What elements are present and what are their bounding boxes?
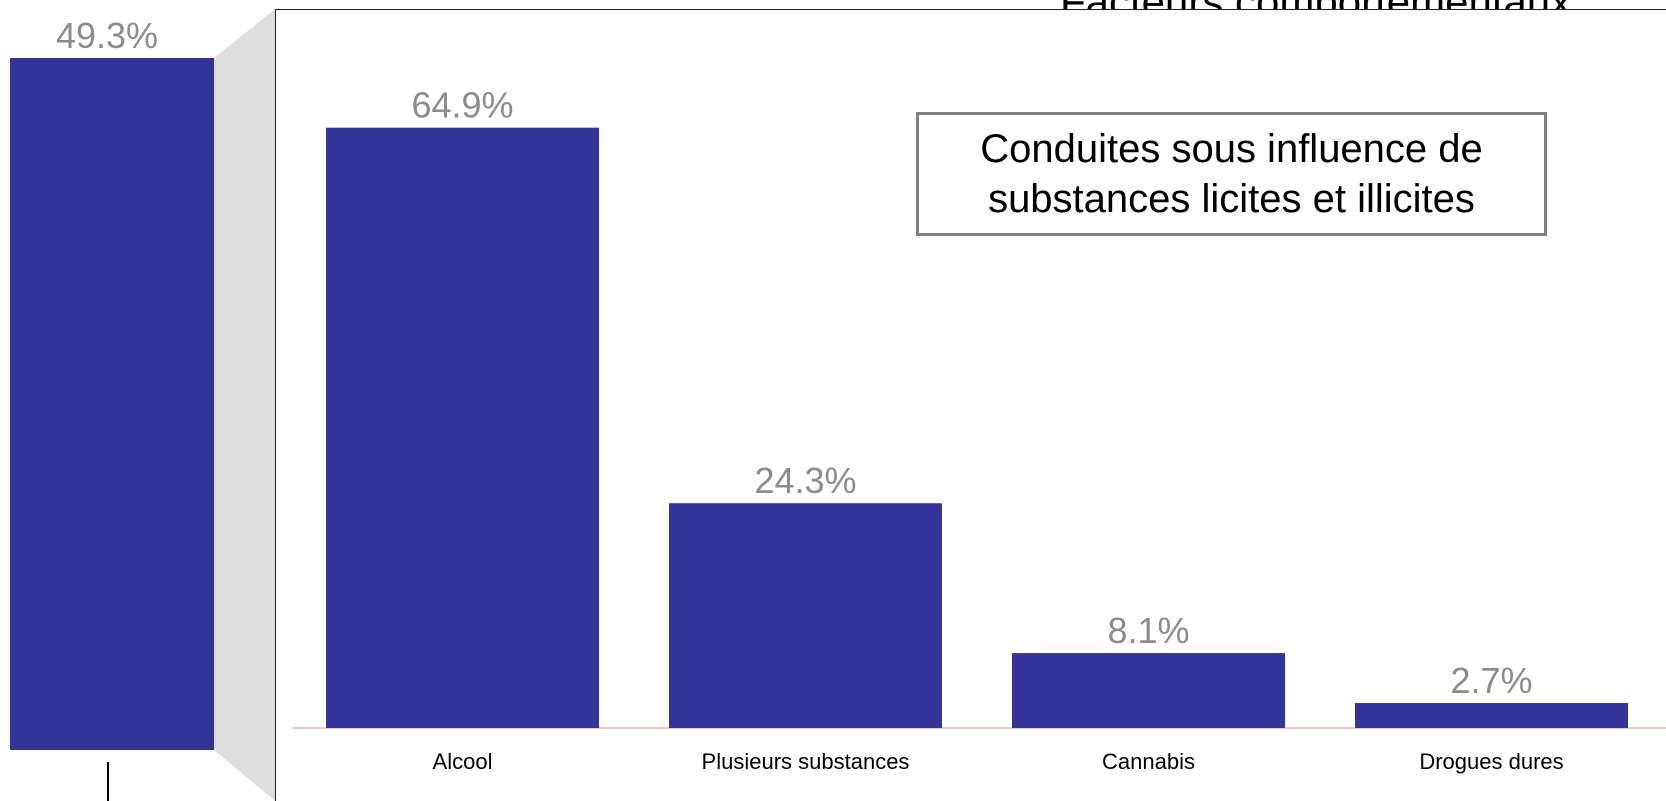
annotation-line-2: substances licites et illicites	[988, 177, 1475, 221]
category-label: Drogues dures	[1419, 749, 1563, 774]
category-label: Cannabis	[1102, 749, 1195, 774]
bar-drogues-dures	[1355, 703, 1628, 728]
category-label: Alcool	[433, 749, 493, 774]
annotation-box: Conduites sous influence de substances l…	[916, 112, 1547, 236]
bar-value-label: 24.3%	[754, 460, 856, 501]
bar-value-label: 64.9%	[411, 85, 513, 126]
annotation-line-1: Conduites sous influence de	[980, 127, 1483, 171]
bar-value-label: 2.7%	[1450, 660, 1532, 701]
zoom-connector	[214, 9, 275, 801]
bar-cannabis	[1012, 653, 1285, 728]
category-label: Plusieurs substances	[702, 749, 910, 774]
bar-plusieurs-substances	[669, 503, 942, 728]
overview-bar	[10, 58, 214, 750]
bars-layer: 64.9% Alcool 24.3% Plusieurs substances 8.1%…	[326, 85, 1628, 774]
bar-value-label: 8.1%	[1107, 610, 1189, 651]
overview-chart: 49.3%	[10, 9, 275, 801]
overview-bar-label: 49.3%	[56, 15, 158, 56]
bar-alcool	[326, 127, 599, 729]
